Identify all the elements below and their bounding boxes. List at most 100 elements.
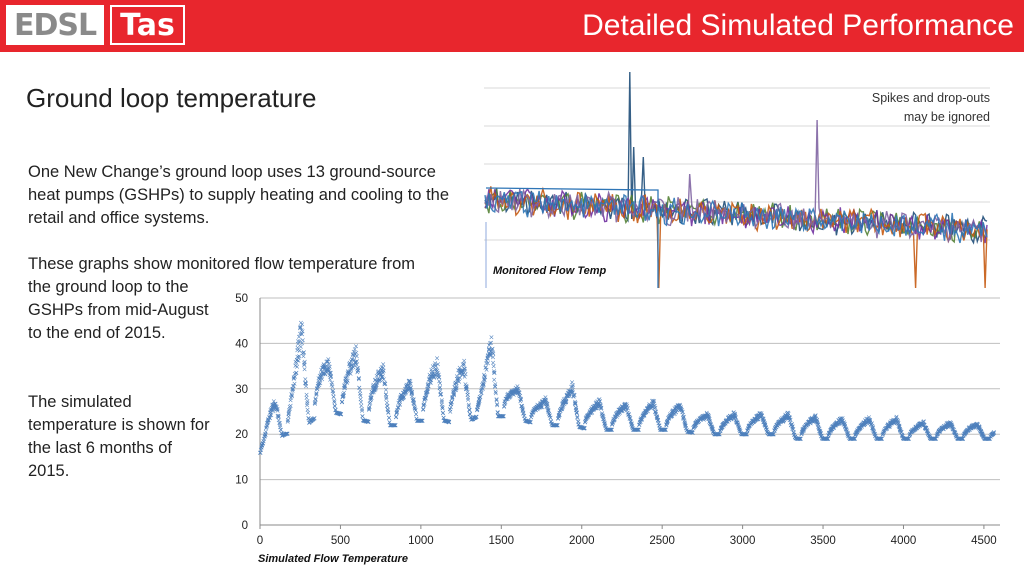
simulated-data-point: × <box>291 382 297 390</box>
simulated-data-point: × <box>386 419 392 427</box>
simulated-data-point: × <box>397 401 403 409</box>
simulated-data-point: × <box>429 370 435 378</box>
simulated-data-point: × <box>282 430 288 438</box>
simulated-data-point: × <box>372 376 378 384</box>
simulated-data-point: × <box>372 384 378 392</box>
simulated-data-point: × <box>318 371 324 379</box>
simulated-data-point: × <box>270 408 276 416</box>
simulated-data-point: × <box>400 393 406 401</box>
simulated-data-point: × <box>439 401 445 409</box>
simulated-data-point: × <box>406 377 412 385</box>
simulated-data-point: × <box>456 375 462 383</box>
simulated-data-point: × <box>306 419 312 427</box>
simulated-data-point: × <box>407 386 413 394</box>
simulated-data-point: × <box>367 403 373 411</box>
simulated-data-point: × <box>461 357 467 365</box>
simulated-data-point: × <box>312 395 318 403</box>
simulated-data-point: × <box>356 384 362 392</box>
simulated-data-point: × <box>301 348 307 356</box>
simulated-data-point: × <box>339 398 345 406</box>
simulated-data-point: × <box>486 346 492 354</box>
simulated-data-point: × <box>290 383 296 391</box>
simulated-data-point: × <box>276 413 282 421</box>
simulated-data-point: × <box>345 370 351 378</box>
paragraph-monitored-line1: These graphs show monitored flow tempera… <box>28 255 416 273</box>
simulated-data-point: × <box>432 371 438 379</box>
simulated-data-point: × <box>288 394 294 402</box>
simulated-data-point: × <box>380 375 386 383</box>
simulated-data-point: × <box>379 373 385 381</box>
simulated-data-point: × <box>434 354 440 362</box>
simulated-data-point: × <box>379 364 385 372</box>
simulated-data-point: × <box>299 330 305 338</box>
simulated-data-point: × <box>409 392 415 400</box>
x-tick-label: 1000 <box>408 535 434 547</box>
simulated-data-point: × <box>344 374 350 382</box>
simulated-data-point: × <box>426 376 432 384</box>
simulated-data-point: × <box>336 410 342 418</box>
simulated-data-point: × <box>398 395 404 403</box>
simulated-data-point: × <box>448 401 454 409</box>
simulated-data-point: × <box>305 406 311 414</box>
simulated-data-point: × <box>413 411 419 419</box>
simulated-data-point: × <box>490 350 496 358</box>
simulated-data-point: × <box>479 389 485 397</box>
simulated-data-point: × <box>473 413 479 421</box>
simulated-data-point: × <box>478 390 484 398</box>
simulated-data-point: × <box>409 390 415 398</box>
simulated-data-point: × <box>374 372 380 380</box>
simulated-data-point: × <box>570 382 576 390</box>
simulated-data-point: × <box>403 390 409 398</box>
simulated-data-point: × <box>332 406 338 414</box>
simulated-data-point: × <box>276 417 282 425</box>
simulated-data-point: × <box>316 381 322 389</box>
simulated-data-point: × <box>304 394 310 402</box>
simulated-data-point: × <box>266 414 272 422</box>
simulated-data-point: × <box>490 349 496 357</box>
simulated-data-point: × <box>266 417 272 425</box>
simulated-data-point: × <box>481 376 487 384</box>
simulated-data-point: × <box>347 368 353 376</box>
simulated-data-point: × <box>269 404 275 412</box>
simulated-data-point: × <box>328 372 334 380</box>
simulated-data-point: × <box>460 360 466 368</box>
simulated-data-point: × <box>304 400 310 408</box>
simulated-data-point: × <box>314 390 320 398</box>
simulated-data-point: × <box>272 403 278 411</box>
simulated-data-point: × <box>369 389 375 397</box>
simulated-data-point: × <box>344 372 350 380</box>
simulated-data-point: × <box>441 417 447 425</box>
simulated-data-point: × <box>363 418 369 426</box>
simulated-data-point: × <box>300 327 306 335</box>
simulated-data-point: × <box>354 357 360 365</box>
simulated-data-point: × <box>330 387 336 395</box>
simulated-data-point: × <box>383 391 389 399</box>
simulated-data-point: × <box>291 375 297 383</box>
simulated-data-point: × <box>262 433 268 441</box>
simulated-data-point: × <box>466 401 472 409</box>
simulated-data-point: × <box>473 413 479 421</box>
simulated-data-point: × <box>440 405 446 413</box>
simulated-data-point: × <box>413 407 419 415</box>
simulated-data-point: × <box>429 370 435 378</box>
simulated-data-point: × <box>306 415 312 423</box>
simulated-data-point: × <box>309 416 315 424</box>
simulated-data-point: × <box>418 417 424 425</box>
simulated-data-point: × <box>340 391 346 399</box>
simulated-data-point: × <box>481 381 487 389</box>
simulated-data-point: × <box>317 376 323 384</box>
simulated-data-point: × <box>295 340 301 348</box>
simulated-data-point: × <box>300 350 306 358</box>
simulated-data-point: × <box>275 407 281 415</box>
simulated-data-point: × <box>288 402 294 410</box>
simulated-data-point: × <box>297 347 303 355</box>
simulated-data-point: × <box>393 413 399 421</box>
simulated-data-point: × <box>362 417 368 425</box>
simulated-data-point: × <box>421 401 427 409</box>
simulated-data-point: × <box>399 395 405 403</box>
simulated-data-point: × <box>329 379 335 387</box>
simulated-data-point: × <box>489 346 495 354</box>
simulated-data-point: × <box>430 373 436 381</box>
y-tick-label: 10 <box>235 475 248 487</box>
simulated-data-point: × <box>390 422 396 430</box>
